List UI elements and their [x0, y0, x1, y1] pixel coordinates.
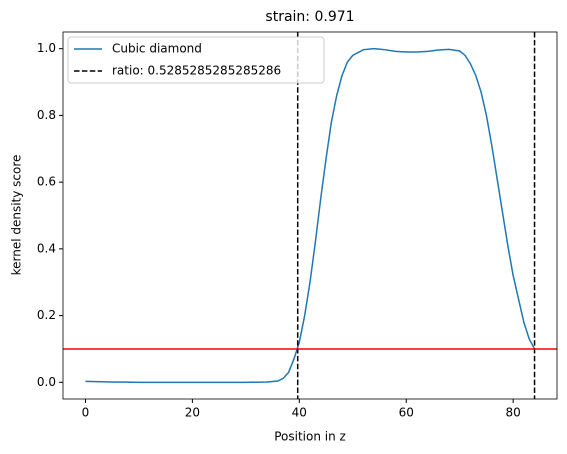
x-axis-label: Position in z: [274, 430, 346, 444]
x-tick-label: 80: [506, 406, 521, 420]
x-tick-label: 40: [292, 406, 307, 420]
legend-box: [67, 36, 325, 84]
legend-label: ratio: 0.5285285285285286: [112, 64, 281, 78]
x-tick-label: 60: [399, 406, 414, 420]
x-tick-label: 0: [82, 406, 90, 420]
chart-title: strain: 0.971: [265, 9, 354, 25]
y-tick-label: 0.6: [37, 175, 56, 189]
legend-label: Cubic diamond: [112, 42, 202, 56]
y-tick-label: 0.8: [37, 108, 56, 122]
plot-area: [63, 32, 557, 399]
x-tick-label: 20: [185, 406, 200, 420]
axes-frame: [62, 31, 558, 400]
y-tick-label: 0.2: [37, 308, 56, 322]
y-tick-label: 0.0: [37, 375, 56, 389]
data-line: [85, 47, 536, 384]
y-axis-label: kernel density score: [10, 155, 24, 276]
y-tick-label: 1.0: [37, 41, 56, 55]
y-tick-label: 0.4: [37, 241, 56, 255]
